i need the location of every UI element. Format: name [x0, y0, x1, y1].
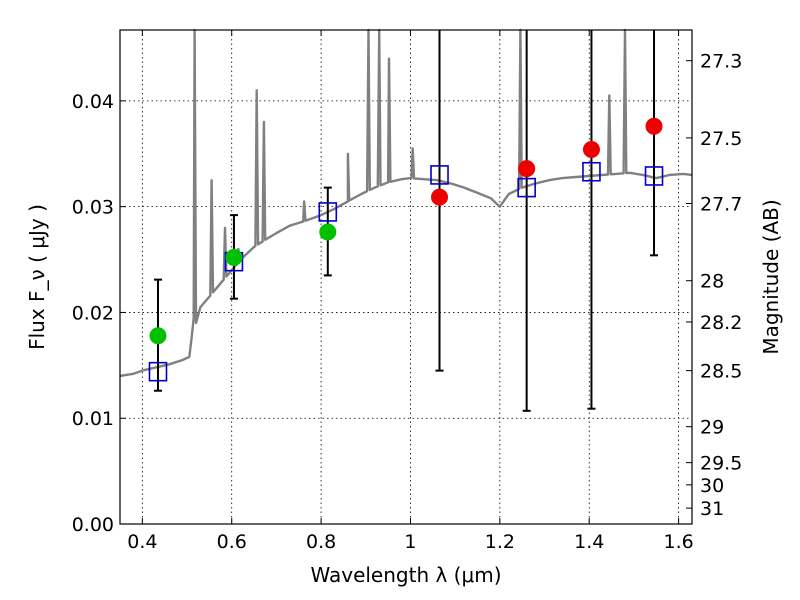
right-tick-label: 27.5 — [700, 128, 742, 150]
right-tick-label: 28.2 — [700, 312, 742, 334]
observed-point — [149, 327, 167, 345]
right-tick-label: 29.5 — [700, 453, 742, 475]
observed-point — [645, 117, 663, 135]
x-tick-label: 0.4 — [127, 531, 157, 553]
data-markers — [148, 30, 664, 412]
x-tick-label: 1.4 — [574, 531, 604, 553]
model-square-point — [318, 202, 338, 222]
y-tick-label: 0.04 — [72, 91, 114, 113]
model-square-point — [582, 161, 601, 182]
x-tick-label: 1 — [404, 531, 416, 553]
right-tick-label: 27.3 — [700, 51, 742, 73]
right-axis-label: Magnitude (AB) — [759, 199, 783, 354]
observed-point — [431, 188, 449, 206]
model-line — [119, 28, 693, 378]
model-square-point — [148, 361, 168, 382]
observed-point — [319, 223, 337, 241]
right-tick-label: 28 — [700, 271, 724, 293]
right-tick-label: 27.7 — [700, 193, 742, 215]
right-tick-label: 30 — [700, 475, 724, 497]
axis-ticks: 0.4 0.6 0.8 1 1.2 1.4 1.6 0.00 0.01 0.02 0.03 0.04 2… — [72, 30, 742, 553]
y-tick-label: 0.02 — [72, 302, 114, 324]
grid-lines — [120, 30, 692, 524]
y-tick-label: 0.01 — [72, 408, 114, 430]
plot-frame — [119, 29, 693, 525]
y-tick-label: 0.03 — [72, 197, 114, 219]
model-square-point — [430, 165, 449, 185]
model-square-point — [644, 166, 664, 186]
observed-point — [582, 141, 600, 159]
observed-point — [518, 160, 536, 178]
y-axis-label: Flux F_ν ( μJy ) — [25, 204, 49, 350]
x-tick-label: 0.8 — [306, 531, 336, 553]
model-square-point — [517, 177, 536, 198]
observed-point — [225, 248, 243, 266]
x-axis-label: Wavelength λ (μm) — [310, 563, 501, 587]
x-tick-label: 1.6 — [663, 531, 693, 553]
x-tick-label: 1.2 — [485, 531, 515, 553]
model-spectrum — [119, 28, 693, 378]
right-tick-label: 31 — [700, 498, 724, 520]
x-tick-label: 0.6 — [217, 531, 247, 553]
right-tick-label: 28.5 — [700, 361, 742, 383]
y-tick-label: 0.00 — [72, 514, 114, 536]
right-tick-label: 29 — [700, 417, 724, 439]
